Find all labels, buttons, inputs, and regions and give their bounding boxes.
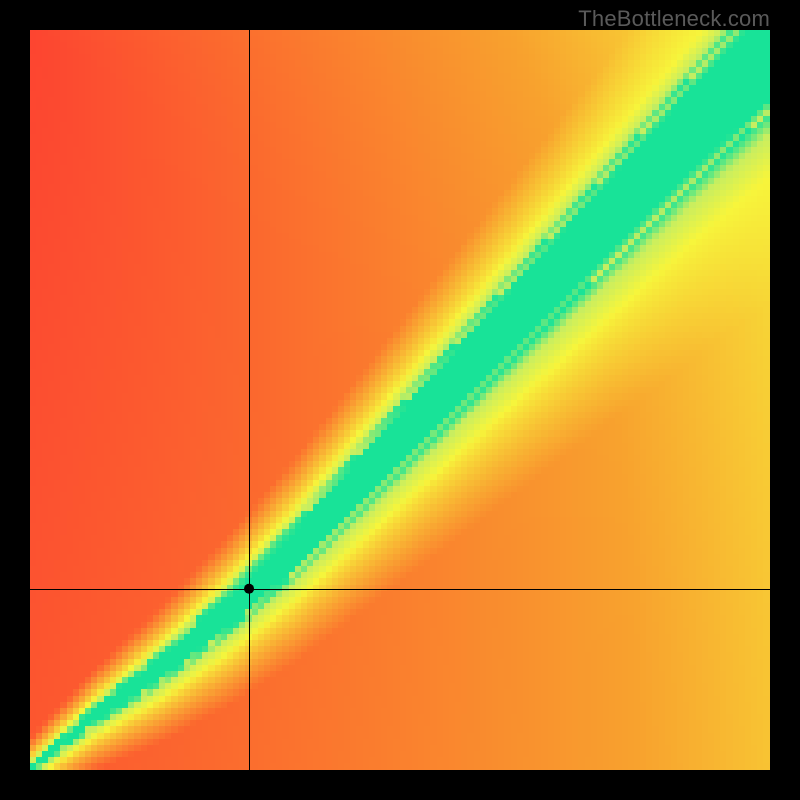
heatmap-plot: [30, 30, 770, 770]
chart-frame: TheBottleneck.com: [0, 0, 800, 800]
heatmap-canvas: [30, 30, 770, 770]
watermark-text: TheBottleneck.com: [578, 6, 770, 32]
